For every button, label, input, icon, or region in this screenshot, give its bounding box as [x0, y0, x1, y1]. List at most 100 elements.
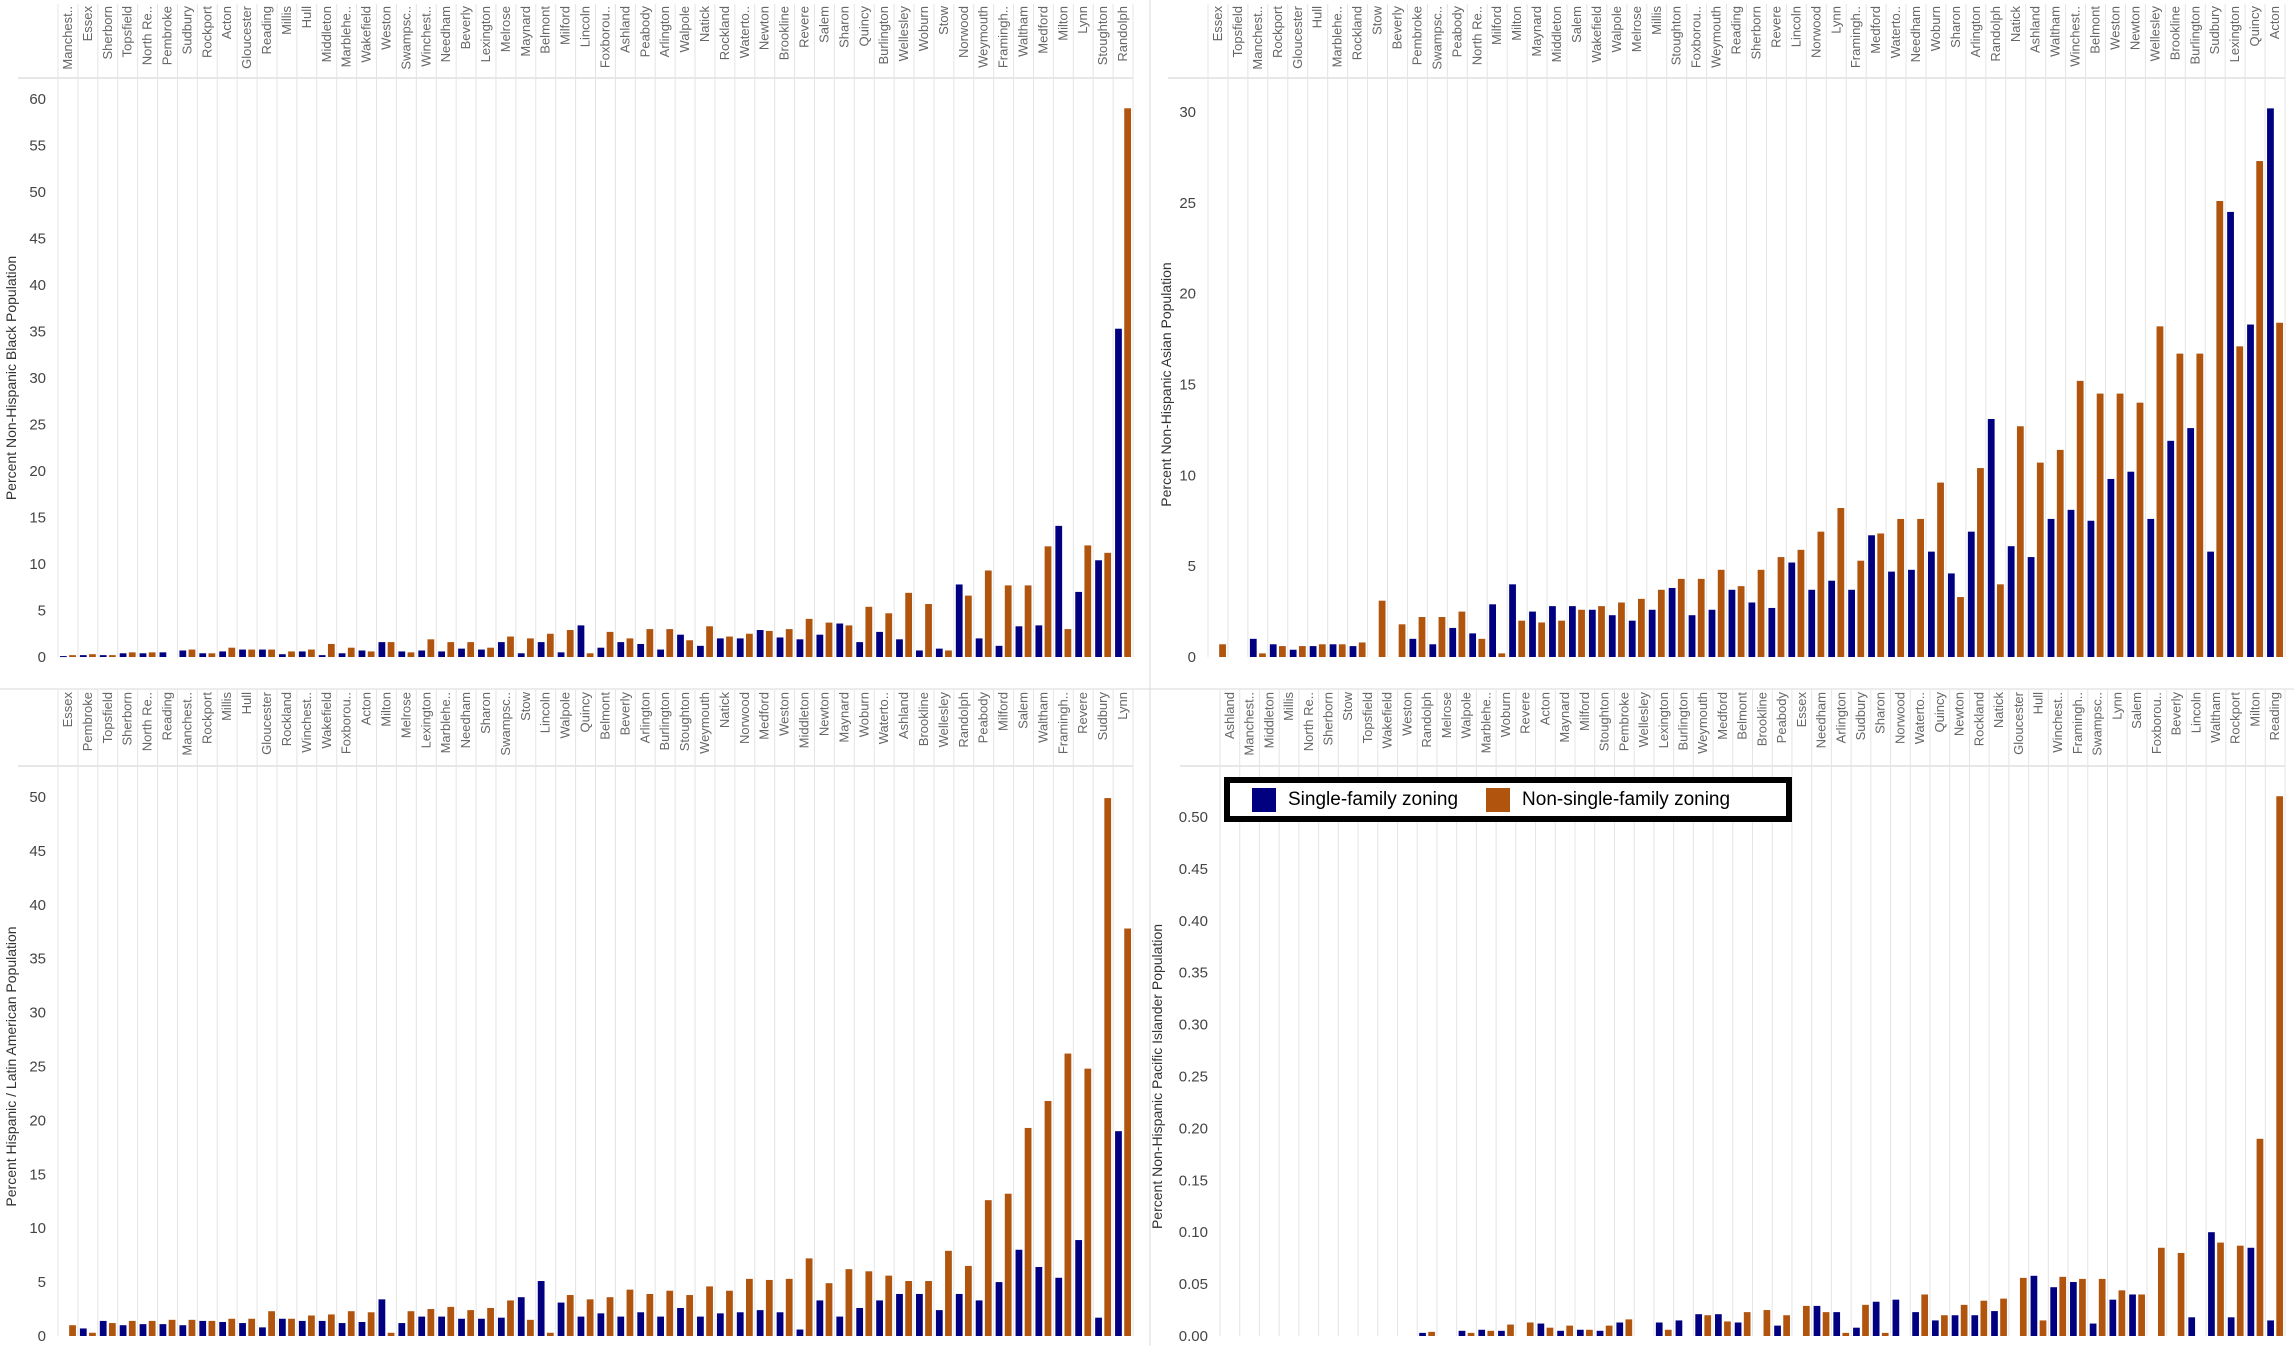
category-label: Melrose — [1439, 692, 1454, 738]
bar-non-single-family — [507, 1300, 514, 1336]
bar-non-single-family — [706, 626, 713, 657]
category-label: Topsfield — [100, 692, 115, 743]
category-label: Medford — [757, 692, 772, 740]
category-label: Reading — [2267, 692, 2282, 740]
category-label: Quincy — [856, 6, 871, 47]
bar-single-family — [1309, 646, 1317, 657]
category-label: Swampsc.. — [398, 6, 413, 70]
bar-single-family — [1537, 1323, 1545, 1336]
bar-non-single-family — [765, 630, 773, 657]
bar-non-single-family — [1518, 620, 1526, 657]
bar-non-single-family — [2216, 201, 2224, 657]
bar-single-family — [1971, 1315, 1979, 1336]
category-label: Framingh.. — [1055, 692, 1070, 754]
category-label: Sudbury — [1095, 692, 1110, 741]
category-label: Maynard — [1529, 6, 1544, 57]
bar-single-family — [1908, 569, 1915, 657]
bar-single-family — [2127, 471, 2135, 657]
y-tick-label: 60 — [29, 91, 46, 108]
category-label: Wellesley — [2147, 6, 2162, 62]
category-label: Milton — [1509, 6, 1524, 41]
category-label: Sherborn — [1748, 6, 1763, 59]
category-label: Foxborou.. — [339, 692, 354, 754]
bar-non-single-family — [1467, 1332, 1475, 1336]
bar-single-family — [2089, 1323, 2097, 1336]
bar-non-single-family — [945, 650, 952, 657]
bar-single-family — [836, 623, 844, 657]
bar-single-family — [756, 1310, 764, 1336]
bar-single-family — [338, 1323, 346, 1336]
bar-single-family — [1708, 609, 1716, 657]
category-label: Sharon — [1873, 692, 1888, 734]
bar-non-single-family — [626, 638, 634, 657]
bar-non-single-family — [2157, 1247, 2165, 1336]
bar-non-single-family — [1378, 600, 1386, 657]
bar-single-family — [1655, 1322, 1663, 1336]
bar-single-family — [1931, 1320, 1939, 1336]
bar-single-family — [995, 645, 1003, 657]
bar-single-family — [2207, 551, 2214, 657]
category-label: Middleton — [797, 692, 812, 748]
bar-single-family — [318, 655, 326, 657]
category-label: Rockland — [717, 6, 732, 60]
category-label: Acton — [2267, 6, 2282, 39]
bar-non-single-family — [925, 603, 932, 657]
bar-non-single-family — [865, 1271, 873, 1336]
bar-non-single-family — [108, 1323, 116, 1336]
category-label: Milford — [996, 692, 1011, 731]
bar-non-single-family — [686, 1295, 694, 1336]
bar-single-family — [458, 1318, 465, 1336]
category-label: Natick — [717, 692, 732, 729]
bar-single-family — [1774, 1325, 1781, 1336]
category-label: Belmont — [2088, 6, 2103, 54]
bar-single-family — [1458, 1330, 1466, 1336]
bar-single-family — [179, 650, 187, 657]
bar-non-single-family — [805, 618, 813, 657]
category-label: Arlington — [1968, 6, 1983, 57]
bar-single-family — [935, 1310, 943, 1336]
y-tick-label: 0.25 — [1179, 1069, 1208, 1086]
category-label: Sherborn — [120, 692, 135, 745]
panel-hispanic-population: 0 5 10 15 20 25 30 35 40 45 50 Percent Hispanic / L… — [3, 690, 1134, 1345]
category-label: Melrose — [398, 692, 413, 738]
category-label: Stoughton — [1669, 6, 1684, 65]
bar-single-family — [697, 1316, 704, 1336]
bar-single-family — [1035, 625, 1043, 657]
bar-single-family — [597, 647, 605, 657]
bar-non-single-family — [825, 622, 833, 657]
bar-non-single-family — [1777, 557, 1785, 657]
bar-single-family — [1768, 607, 1776, 657]
bar-single-family — [1568, 606, 1576, 657]
category-label: Pembroke — [159, 6, 174, 65]
bar-single-family — [358, 650, 366, 657]
category-label: Rockport — [1270, 6, 1285, 58]
bar-single-family — [796, 1329, 804, 1336]
bar-single-family — [1588, 609, 1596, 657]
bar-single-family — [1616, 1322, 1624, 1336]
y-axis-label: Percent Non-Hispanic Black Population — [3, 256, 19, 500]
category-label: Stoughton — [1597, 692, 1612, 751]
bar-single-family — [1489, 604, 1496, 657]
category-label: Hull — [1310, 6, 1325, 29]
bar-single-family — [1409, 638, 1417, 657]
bar-non-single-family — [905, 1281, 913, 1336]
bar-non-single-family — [367, 651, 375, 657]
y-tick-label: 35 — [29, 951, 46, 968]
category-label: Beverly — [458, 6, 473, 50]
bar-non-single-family — [1877, 533, 1885, 657]
y-tick-label: 0.45 — [1179, 861, 1208, 878]
bar-single-family — [1728, 589, 1736, 657]
category-label: Peabody — [976, 692, 991, 744]
y-tick-label: 45 — [29, 843, 46, 860]
category-label: Lexington — [2227, 6, 2242, 62]
y-tick-label: 35 — [29, 324, 46, 341]
bar-single-family — [418, 650, 426, 657]
bar-non-single-family — [1279, 646, 1286, 657]
category-label: Waterto.. — [737, 6, 752, 58]
bar-single-family — [1991, 1311, 1998, 1336]
category-label: Hull — [239, 692, 254, 715]
bar-non-single-family — [2196, 353, 2204, 657]
bar-non-single-family — [1298, 646, 1306, 657]
bar-non-single-family — [984, 1200, 992, 1336]
bar-single-family — [1429, 644, 1437, 657]
